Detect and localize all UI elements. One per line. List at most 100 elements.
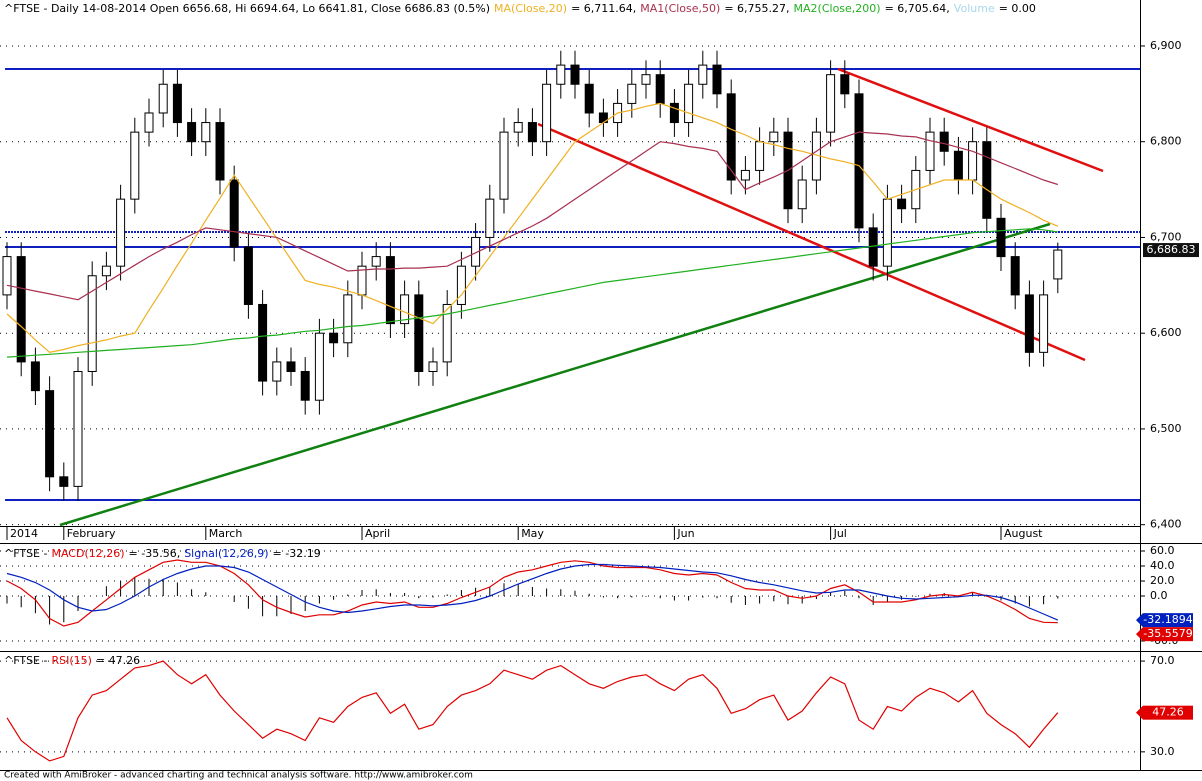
- value-tag-pointer: [1136, 627, 1143, 642]
- candle-body: [669, 102, 679, 124]
- candle-body: [428, 361, 438, 372]
- candle-body: [499, 131, 509, 200]
- series-line: [6, 559, 1058, 627]
- y-tick-label: 6,600: [1150, 326, 1182, 339]
- y-tick-label: 60.0: [1150, 544, 1175, 557]
- legend-value: = 0.00: [999, 2, 1036, 15]
- legend-name: MA1(Close,50): [640, 2, 720, 15]
- candle-body: [158, 83, 168, 114]
- y-tick-label: 30.0: [1150, 745, 1175, 758]
- candle-body: [584, 83, 594, 114]
- candle-body: [414, 294, 424, 372]
- legend-name: RSI(15): [51, 654, 91, 667]
- value-tag: [1143, 613, 1193, 628]
- candle-body: [300, 370, 310, 401]
- candle-body: [939, 131, 949, 152]
- candle-body: [641, 74, 651, 85]
- candle-body: [371, 256, 381, 267]
- y-tick-label: 6,900: [1150, 39, 1182, 52]
- candle-body: [740, 169, 750, 181]
- candle-body: [343, 294, 353, 344]
- candle-body: [797, 179, 807, 210]
- legend-value: = 6,711.64,: [571, 2, 636, 15]
- candle-body: [329, 332, 339, 344]
- y-tick-label: 6,800: [1150, 135, 1182, 148]
- candle-body: [456, 265, 466, 305]
- candle-body: [442, 303, 452, 363]
- series-line: [6, 660, 1059, 762]
- panel-header: ^FTSE - RSI(15) = 47.26: [4, 654, 140, 667]
- x-tick-label: March: [209, 527, 243, 540]
- series-line: [6, 228, 1058, 358]
- candle-body: [485, 198, 495, 238]
- candle-body: [882, 198, 892, 267]
- candle-body: [527, 122, 537, 143]
- panel-header: ^FTSE - MACD(12,26) = -35.56, Signal(12,26,…: [4, 547, 321, 560]
- value-tag-label: -35.5579: [1143, 627, 1192, 640]
- footer: Created with AmiBroker - advanced charti…: [4, 771, 473, 781]
- candle-body: [684, 83, 694, 124]
- legend-value: = -35.56,: [129, 547, 181, 560]
- value-tag-label: 47.26: [1152, 706, 1184, 719]
- candle-body: [73, 370, 83, 487]
- candle-body: [215, 122, 225, 181]
- value-tag: [1143, 705, 1193, 720]
- candle-body: [1053, 249, 1063, 280]
- header-title: ^FTSE - Daily 14-08-2014 Open 6656.68, H…: [4, 2, 490, 15]
- candle-body: [627, 83, 637, 104]
- candle-body: [542, 83, 552, 143]
- legend-value: = 6,705.64,: [885, 2, 950, 15]
- candle-body: [116, 198, 126, 267]
- candle-body: [897, 198, 907, 210]
- candle-body: [101, 265, 111, 277]
- header-title: ^FTSE -: [4, 654, 47, 667]
- y-tick-label: 20.0: [1150, 574, 1175, 587]
- x-tick-label: April: [365, 527, 390, 540]
- candle-body: [16, 256, 26, 363]
- legend-value: = 6,755.27,: [724, 2, 789, 15]
- candle-body: [1039, 294, 1049, 353]
- y-tick-label: 6,400: [1150, 518, 1182, 531]
- candle-body: [826, 74, 836, 133]
- candle-body: [953, 150, 963, 181]
- value-tag: [1143, 627, 1193, 642]
- legend-name: MACD(12,26): [51, 547, 124, 560]
- x-tick-label: May: [521, 527, 544, 540]
- candle-body: [755, 141, 765, 171]
- legend-name: Volume: [954, 2, 995, 15]
- panel-header: ^FTSE - Daily 14-08-2014 Open 6656.68, H…: [4, 2, 1036, 15]
- series-line: [6, 102, 1059, 353]
- marks: [2, 50, 1063, 762]
- grid: [0, 45, 1140, 753]
- candle-body: [840, 74, 850, 95]
- candle-body: [854, 93, 864, 229]
- y-tick-label: 6,500: [1150, 422, 1182, 435]
- candle-body: [385, 256, 395, 325]
- legend-value: = 47.26: [96, 654, 140, 667]
- candle-body: [87, 275, 97, 372]
- candle-body: [982, 141, 992, 219]
- value-tag-pointer: [1136, 705, 1143, 720]
- candle-body: [996, 217, 1006, 258]
- y-tick-label: 6,700: [1150, 230, 1182, 243]
- candle-body: [30, 361, 40, 392]
- candle-body: [1010, 256, 1020, 296]
- candle-body: [726, 93, 736, 181]
- candle-body: [655, 74, 665, 104]
- candle-body: [698, 64, 708, 85]
- x-tick-label: February: [67, 527, 116, 540]
- value-tag-label: -32.1894: [1143, 613, 1192, 626]
- candle-body: [556, 64, 566, 85]
- candle-body: [513, 122, 523, 133]
- x-tick-label: August: [1004, 527, 1043, 540]
- candle-body: [1024, 294, 1034, 353]
- x-tick-label: Jun: [676, 527, 694, 540]
- legend-name: Signal(12,26,9): [184, 547, 268, 560]
- y-tick-label: 70.0: [1150, 654, 1175, 667]
- price-tag-label: 6,686.83: [1147, 243, 1196, 256]
- candle-body: [258, 303, 268, 382]
- value-tag-pointer: [1136, 613, 1143, 628]
